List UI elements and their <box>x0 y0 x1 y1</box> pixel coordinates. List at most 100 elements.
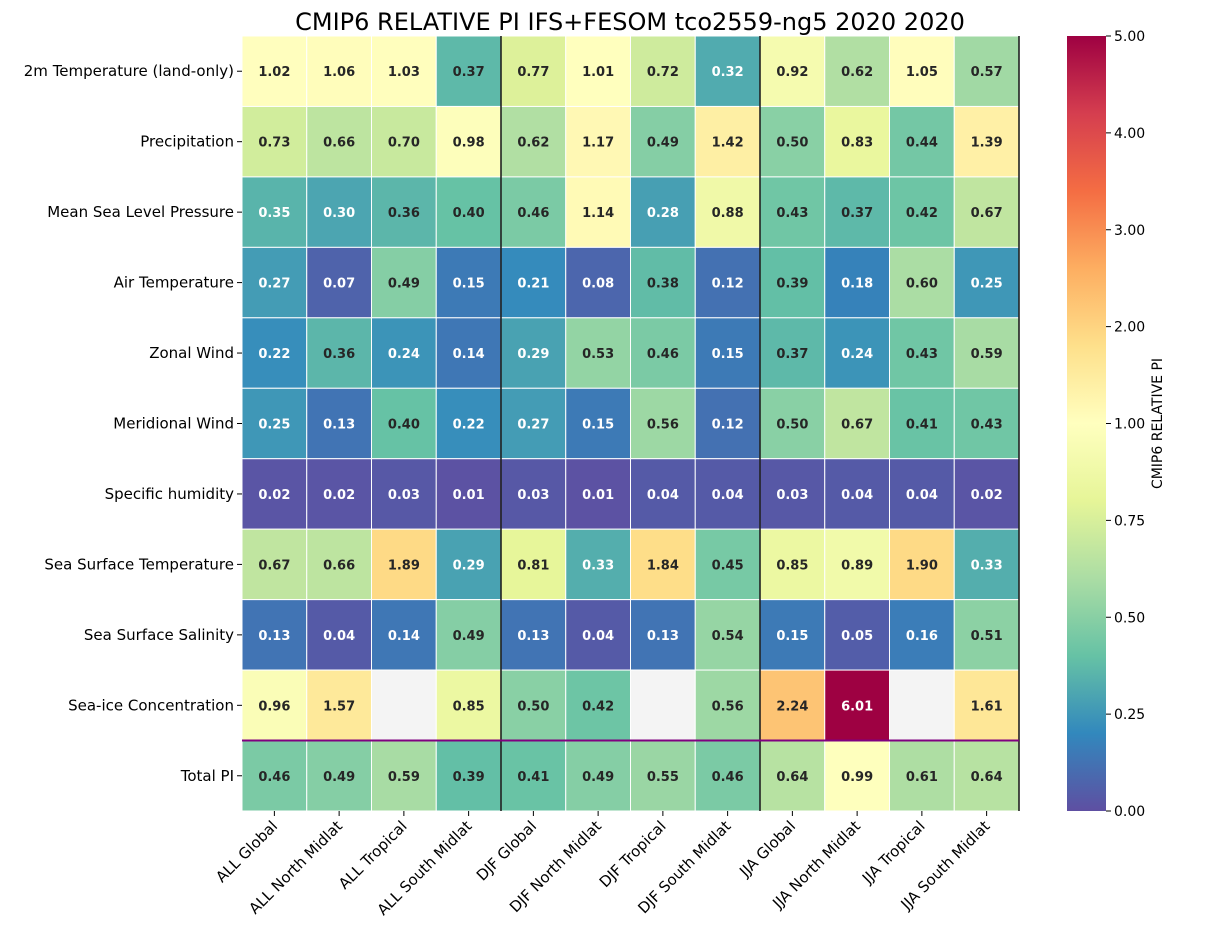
cell-value-label: 0.37 <box>453 65 485 80</box>
cell-value-label: 0.41 <box>906 418 938 433</box>
cell-value-label: 0.18 <box>841 277 873 292</box>
heatmap-cell <box>306 246 372 319</box>
heatmap-cell <box>435 458 502 530</box>
cell-value-label: 0.49 <box>388 277 420 292</box>
cell-value-label: 0.36 <box>388 206 420 221</box>
heatmap-cell <box>565 458 631 530</box>
colorbar-tick-label: 0.75 <box>1114 513 1145 529</box>
heatmap-cell <box>759 387 826 460</box>
heatmap-cell <box>435 176 502 248</box>
heatmap-cell <box>953 528 1020 601</box>
cell-value-label: 1.89 <box>388 558 420 573</box>
colorbar-label: CMIP6 RELATIVE PI <box>1150 358 1166 489</box>
cell-value-label: 0.04 <box>582 629 614 644</box>
heatmap-cell <box>824 35 890 107</box>
colorbar-gradient <box>1067 36 1106 811</box>
heatmap-cell <box>565 35 631 107</box>
heatmap-cell <box>889 740 955 812</box>
cell-value-label: 0.43 <box>906 347 938 362</box>
colorbar-tick-label: 0.00 <box>1114 804 1145 820</box>
heatmap-cell <box>694 105 761 178</box>
column-label: ALL Global <box>212 817 281 886</box>
heatmap-cell <box>565 387 631 460</box>
colorbar-tick-label: 1.00 <box>1114 417 1145 433</box>
cell-value-label: 0.96 <box>258 699 290 714</box>
row-label: Meridional Wind <box>113 415 234 433</box>
heatmap-cell <box>500 669 567 742</box>
heatmap-cell <box>565 246 631 319</box>
cell-value-label: 6.01 <box>841 699 873 714</box>
cell-value-label: 0.73 <box>258 136 290 151</box>
cell-value-label: 0.77 <box>517 65 549 80</box>
cell-value-label: 1.01 <box>582 65 614 80</box>
heatmap-cell <box>824 740 890 812</box>
cell-value-label: 0.98 <box>453 136 485 151</box>
cell-value-label: 0.50 <box>776 418 808 433</box>
heatmap-cell <box>371 599 437 671</box>
cell-value-label: 1.05 <box>906 65 938 80</box>
heatmap-cells: 1.02 1.06 1.03 0.37 0.77 1.01 0.72 0.32 0.92 0.62… <box>241 35 1020 812</box>
heatmap-cell <box>565 669 631 742</box>
heatmap-cell <box>435 246 502 319</box>
cell-value-label: 0.89 <box>841 558 873 573</box>
cell-value-label: 0.02 <box>323 488 355 503</box>
cell-value-label: 0.12 <box>712 418 744 433</box>
cell-value-label: 0.03 <box>776 488 808 503</box>
cell-value-label: 0.01 <box>582 488 614 503</box>
cell-value-label: 0.04 <box>323 629 355 644</box>
cell-value-label: 0.56 <box>647 418 679 433</box>
chart-title: CMIP6 RELATIVE PI IFS+FESOM tco2559-ng5 … <box>295 8 965 36</box>
heatmap-cell <box>824 528 890 601</box>
heatmap-cell <box>759 105 826 178</box>
colorbar-tick-label: 4.00 <box>1114 126 1145 142</box>
cell-value-label: 0.05 <box>841 629 873 644</box>
cell-value-label: 0.39 <box>776 277 808 292</box>
heatmap-cell <box>565 317 631 389</box>
cell-value-label: 0.35 <box>258 206 290 221</box>
row-labels: 2m Temperature (land-only) Precipitation M… <box>24 62 242 785</box>
cell-value-label: 0.41 <box>517 770 549 785</box>
cell-value-label: 0.24 <box>841 347 873 362</box>
row-label: Sea Surface Temperature <box>44 555 234 573</box>
cell-value-label: 0.29 <box>517 347 549 362</box>
cell-value-label: 0.70 <box>388 136 420 151</box>
heatmap-cell <box>630 528 696 601</box>
heatmap-cell <box>694 528 761 601</box>
colorbar-tick-label: 2.00 <box>1114 320 1145 336</box>
cell-value-label: 0.62 <box>841 65 873 80</box>
cell-value-label: 0.39 <box>453 770 485 785</box>
cell-value-label: 0.13 <box>323 418 355 433</box>
heatmap-cell <box>241 317 308 389</box>
heatmap-cell <box>630 458 696 530</box>
heatmap-cell <box>435 740 502 812</box>
heatmap-cell <box>306 317 372 389</box>
cell-value-label: 0.57 <box>971 65 1003 80</box>
cell-value-label: 0.59 <box>971 347 1003 362</box>
cell-value-label: 0.85 <box>776 558 808 573</box>
cell-value-label: 0.61 <box>906 770 938 785</box>
heatmap-cell <box>630 599 696 671</box>
heatmap-cell <box>694 387 761 460</box>
heatmap-cell <box>371 458 437 530</box>
heatmap-cell <box>435 528 502 601</box>
heatmap-cell <box>435 387 502 460</box>
cell-value-label: 2.24 <box>776 699 808 714</box>
heatmap-cell <box>371 528 437 601</box>
heatmap-cell <box>759 599 826 671</box>
heatmap-cell <box>371 669 437 742</box>
cell-value-label: 0.21 <box>517 277 549 292</box>
heatmap-cell <box>241 246 308 319</box>
cell-value-label: 0.22 <box>258 347 290 362</box>
heatmap-cell <box>759 669 826 742</box>
heatmap-cell <box>435 105 502 178</box>
heatmap-cell <box>953 35 1020 107</box>
cell-value-label: 0.14 <box>453 347 485 362</box>
cell-value-label: 0.03 <box>517 488 549 503</box>
colorbar-tick-label: 0.25 <box>1114 707 1145 723</box>
cell-value-label: 0.25 <box>258 418 290 433</box>
cell-value-label: 0.64 <box>971 770 1003 785</box>
cell-value-label: 0.88 <box>712 206 744 221</box>
heatmap-cell <box>371 740 437 812</box>
